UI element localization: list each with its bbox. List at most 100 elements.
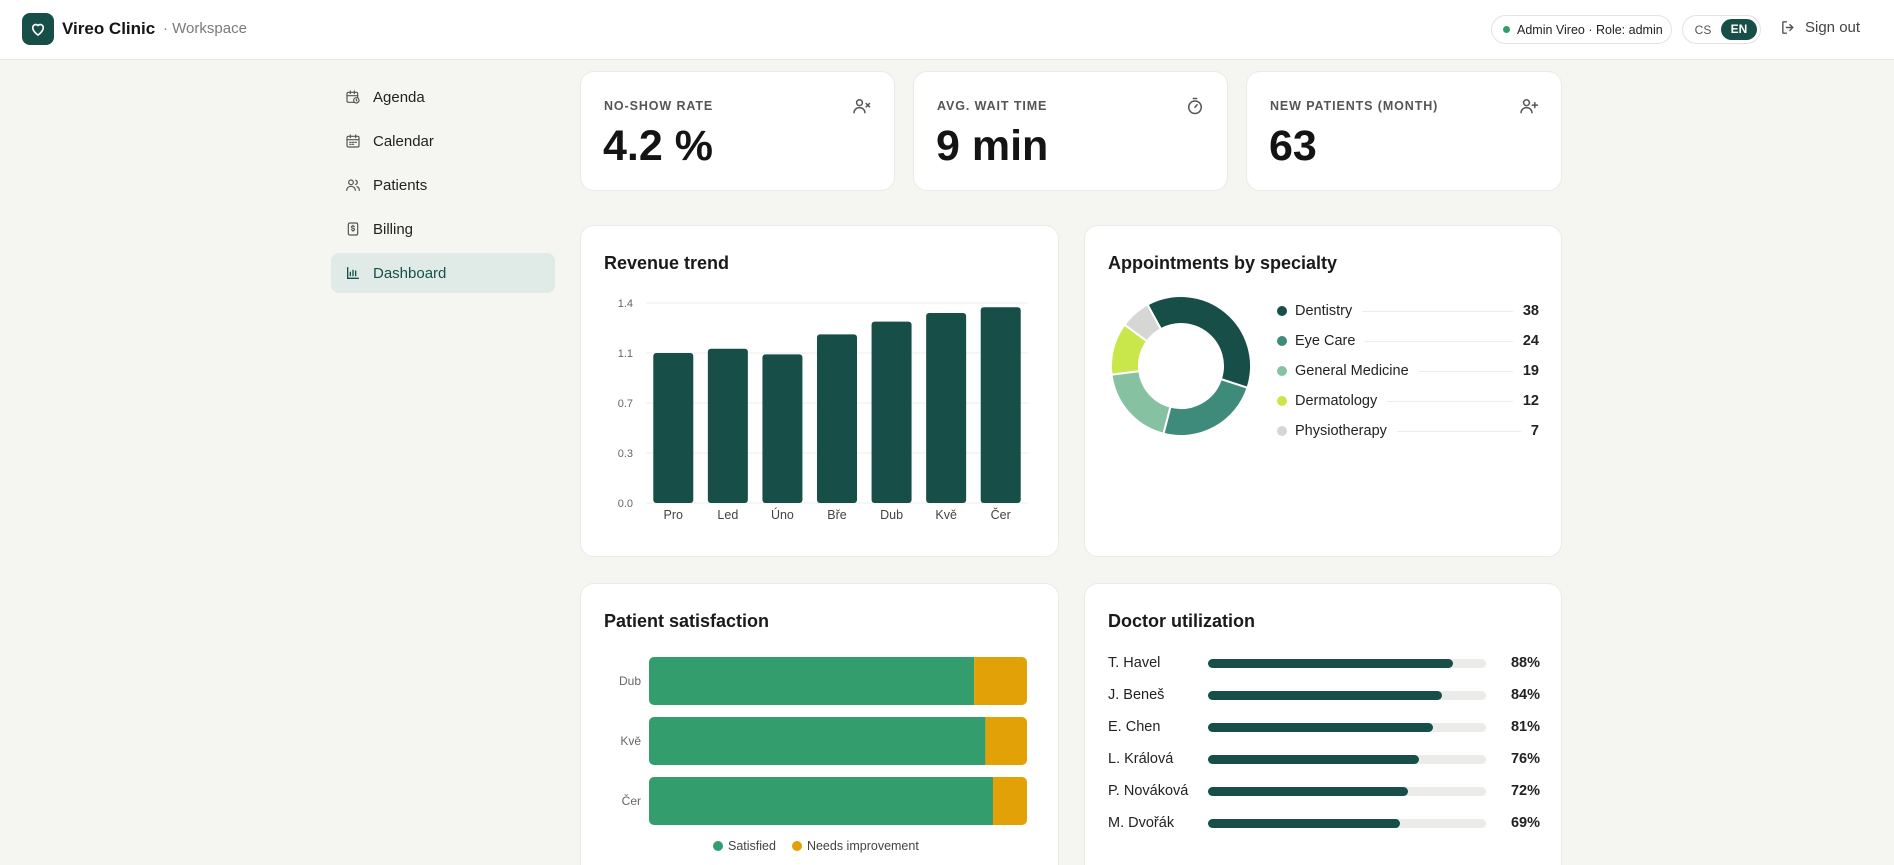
sign-out-button[interactable]: Sign out bbox=[1780, 19, 1860, 36]
sidebar-item-label: Agenda bbox=[373, 88, 425, 106]
kpi-value: 4.2 % bbox=[603, 122, 713, 170]
doctor-name: M. Dvořák bbox=[1108, 815, 1175, 831]
sidebar-item-billing[interactable]: Billing bbox=[331, 209, 555, 249]
sidebar-item-label: Patients bbox=[373, 176, 428, 194]
sidebar-item-dashboard[interactable]: Dashboard bbox=[331, 253, 555, 293]
utilization-track bbox=[1208, 787, 1486, 796]
y-tick-label: 0.0 bbox=[618, 498, 633, 510]
y-tick-label: 1.1 bbox=[618, 348, 633, 360]
card-title: Doctor utilization bbox=[1108, 611, 1255, 631]
revenue-bar[interactable] bbox=[871, 321, 912, 503]
legend-value: 7 bbox=[1530, 423, 1539, 439]
legend-item-satisfied: Satisfied bbox=[713, 839, 776, 853]
doctor-name: E. Chen bbox=[1108, 719, 1161, 735]
sidebar-item-label: Calendar bbox=[373, 132, 434, 150]
utilization-fill bbox=[1208, 819, 1400, 828]
sign-out-icon bbox=[1782, 21, 1794, 34]
legend-value: 24 bbox=[1522, 333, 1539, 349]
sidebar-item-patients[interactable]: Patients bbox=[331, 165, 555, 205]
utilization-row: L. Králová 76% bbox=[1108, 749, 1540, 769]
utilization-track bbox=[1208, 723, 1486, 732]
sidebar-item-calendar[interactable]: Calendar bbox=[331, 121, 555, 161]
lang-option-en[interactable]: EN bbox=[1721, 19, 1757, 40]
satisfaction-card: Patient satisfaction Dub Kvě Čer Satisfied… bbox=[580, 583, 1059, 865]
sidebar-item-agenda[interactable]: Agenda bbox=[331, 77, 555, 117]
legend-label: Dentistry bbox=[1295, 303, 1353, 319]
satisfaction-segment[interactable] bbox=[992, 777, 1027, 825]
legend-label: Dermatology bbox=[1295, 393, 1378, 409]
x-tick-label: Pro bbox=[664, 508, 684, 522]
sidebar-item-label: Billing bbox=[373, 220, 414, 238]
satisfaction-segment[interactable] bbox=[649, 717, 986, 765]
specialty-card: Appointments by specialty Dentistry 38 Eye… bbox=[1084, 225, 1562, 557]
utilization-value: 72% bbox=[1510, 783, 1540, 799]
legend-item: General Medicine 19 bbox=[1277, 356, 1539, 386]
doctor-name: J. Beneš bbox=[1108, 687, 1165, 703]
utilization-row: T. Havel 88% bbox=[1108, 653, 1540, 673]
legend-value: 12 bbox=[1522, 393, 1539, 409]
user-x-icon bbox=[852, 96, 872, 121]
doctor-name: L. Králová bbox=[1108, 751, 1174, 767]
language-switcher: CS EN bbox=[1682, 15, 1761, 44]
legend-item: Eye Care 24 bbox=[1277, 326, 1539, 356]
revenue-bar[interactable] bbox=[980, 307, 1021, 503]
donut-slice[interactable] bbox=[1162, 377, 1249, 437]
sign-out-label: Sign out bbox=[1805, 19, 1861, 36]
utilization-row: M. Dvořák 69% bbox=[1108, 813, 1540, 833]
user-badge[interactable]: Admin Vireo · Role: admin bbox=[1491, 15, 1672, 44]
lang-option-cs[interactable]: CS bbox=[1694, 22, 1712, 37]
revenue-bar[interactable] bbox=[926, 313, 967, 503]
legend-swatch bbox=[1277, 366, 1287, 376]
legend-swatch bbox=[791, 841, 802, 851]
kpi-value: 9 min bbox=[936, 122, 1049, 170]
kpi-card-wait-time: AVG. WAIT TIME 9 min bbox=[913, 71, 1228, 191]
utilization-value: 88% bbox=[1510, 655, 1540, 671]
y-tick-label: 1.4 bbox=[618, 298, 633, 310]
heart-logo-icon[interactable] bbox=[22, 13, 54, 45]
doctor-name: T. Havel bbox=[1108, 655, 1161, 671]
legend-label: Eye Care bbox=[1295, 333, 1356, 349]
donut-slice[interactable] bbox=[1123, 303, 1163, 343]
x-tick-label: Dub bbox=[880, 508, 903, 522]
utilization-fill bbox=[1208, 723, 1434, 732]
revenue-bar[interactable] bbox=[817, 334, 857, 503]
satisfaction-stacked-bar-chart: Dub Kvě Čer bbox=[619, 657, 1027, 825]
donut-slice[interactable] bbox=[1110, 370, 1172, 435]
satisfaction-segment[interactable] bbox=[649, 777, 993, 825]
revenue-trend-card: Revenue trend 0.0 0.3 0.7 1.1 1.4 Pro Led Úno Bř… bbox=[580, 225, 1059, 557]
satisfaction-segment[interactable] bbox=[649, 657, 975, 705]
kpi-card-new-patients: NEW PATIENTS (MONTH) 63 bbox=[1246, 71, 1562, 191]
revenue-bar[interactable] bbox=[707, 348, 748, 503]
x-tick-label: Kvě bbox=[935, 508, 957, 522]
revenue-bar[interactable] bbox=[653, 353, 694, 503]
satisfaction-segment[interactable] bbox=[974, 657, 1027, 705]
utilization-value: 76% bbox=[1510, 751, 1540, 767]
calendar-icon bbox=[344, 132, 362, 150]
utilization-fill bbox=[1208, 787, 1409, 796]
leader-line bbox=[1362, 310, 1513, 312]
utilization-fill bbox=[1208, 659, 1453, 668]
workspace-label: · Workspace bbox=[163, 20, 247, 37]
specialty-donut-chart bbox=[1110, 295, 1252, 437]
utilization-track bbox=[1208, 755, 1486, 764]
sidebar-item-label: Dashboard bbox=[373, 264, 447, 282]
utilization-value: 84% bbox=[1510, 687, 1540, 703]
kpi-value: 63 bbox=[1269, 122, 1317, 170]
legend-item: Dermatology 12 bbox=[1277, 386, 1539, 416]
user-plus-icon bbox=[1519, 96, 1539, 121]
revenue-bar[interactable] bbox=[762, 354, 803, 503]
y-category-label: Dub bbox=[619, 674, 641, 688]
legend-swatch bbox=[713, 841, 723, 851]
user-badge-text: Admin Vireo · Role: admin bbox=[1517, 22, 1663, 37]
online-status-icon bbox=[1503, 26, 1510, 33]
utilization-value: 69% bbox=[1510, 815, 1540, 831]
utilization-value: 81% bbox=[1510, 719, 1540, 735]
brand-name[interactable]: Vireo Clinic bbox=[62, 19, 156, 38]
clock-calendar-icon bbox=[344, 88, 362, 106]
satisfaction-segment[interactable] bbox=[985, 717, 1027, 765]
bar-chart-icon bbox=[344, 264, 362, 282]
utilization-row: J. Beneš 84% bbox=[1108, 685, 1540, 705]
card-title: Patient satisfaction bbox=[604, 611, 770, 631]
donut-slice[interactable] bbox=[1146, 295, 1252, 390]
y-category-label: Čer bbox=[622, 793, 641, 808]
